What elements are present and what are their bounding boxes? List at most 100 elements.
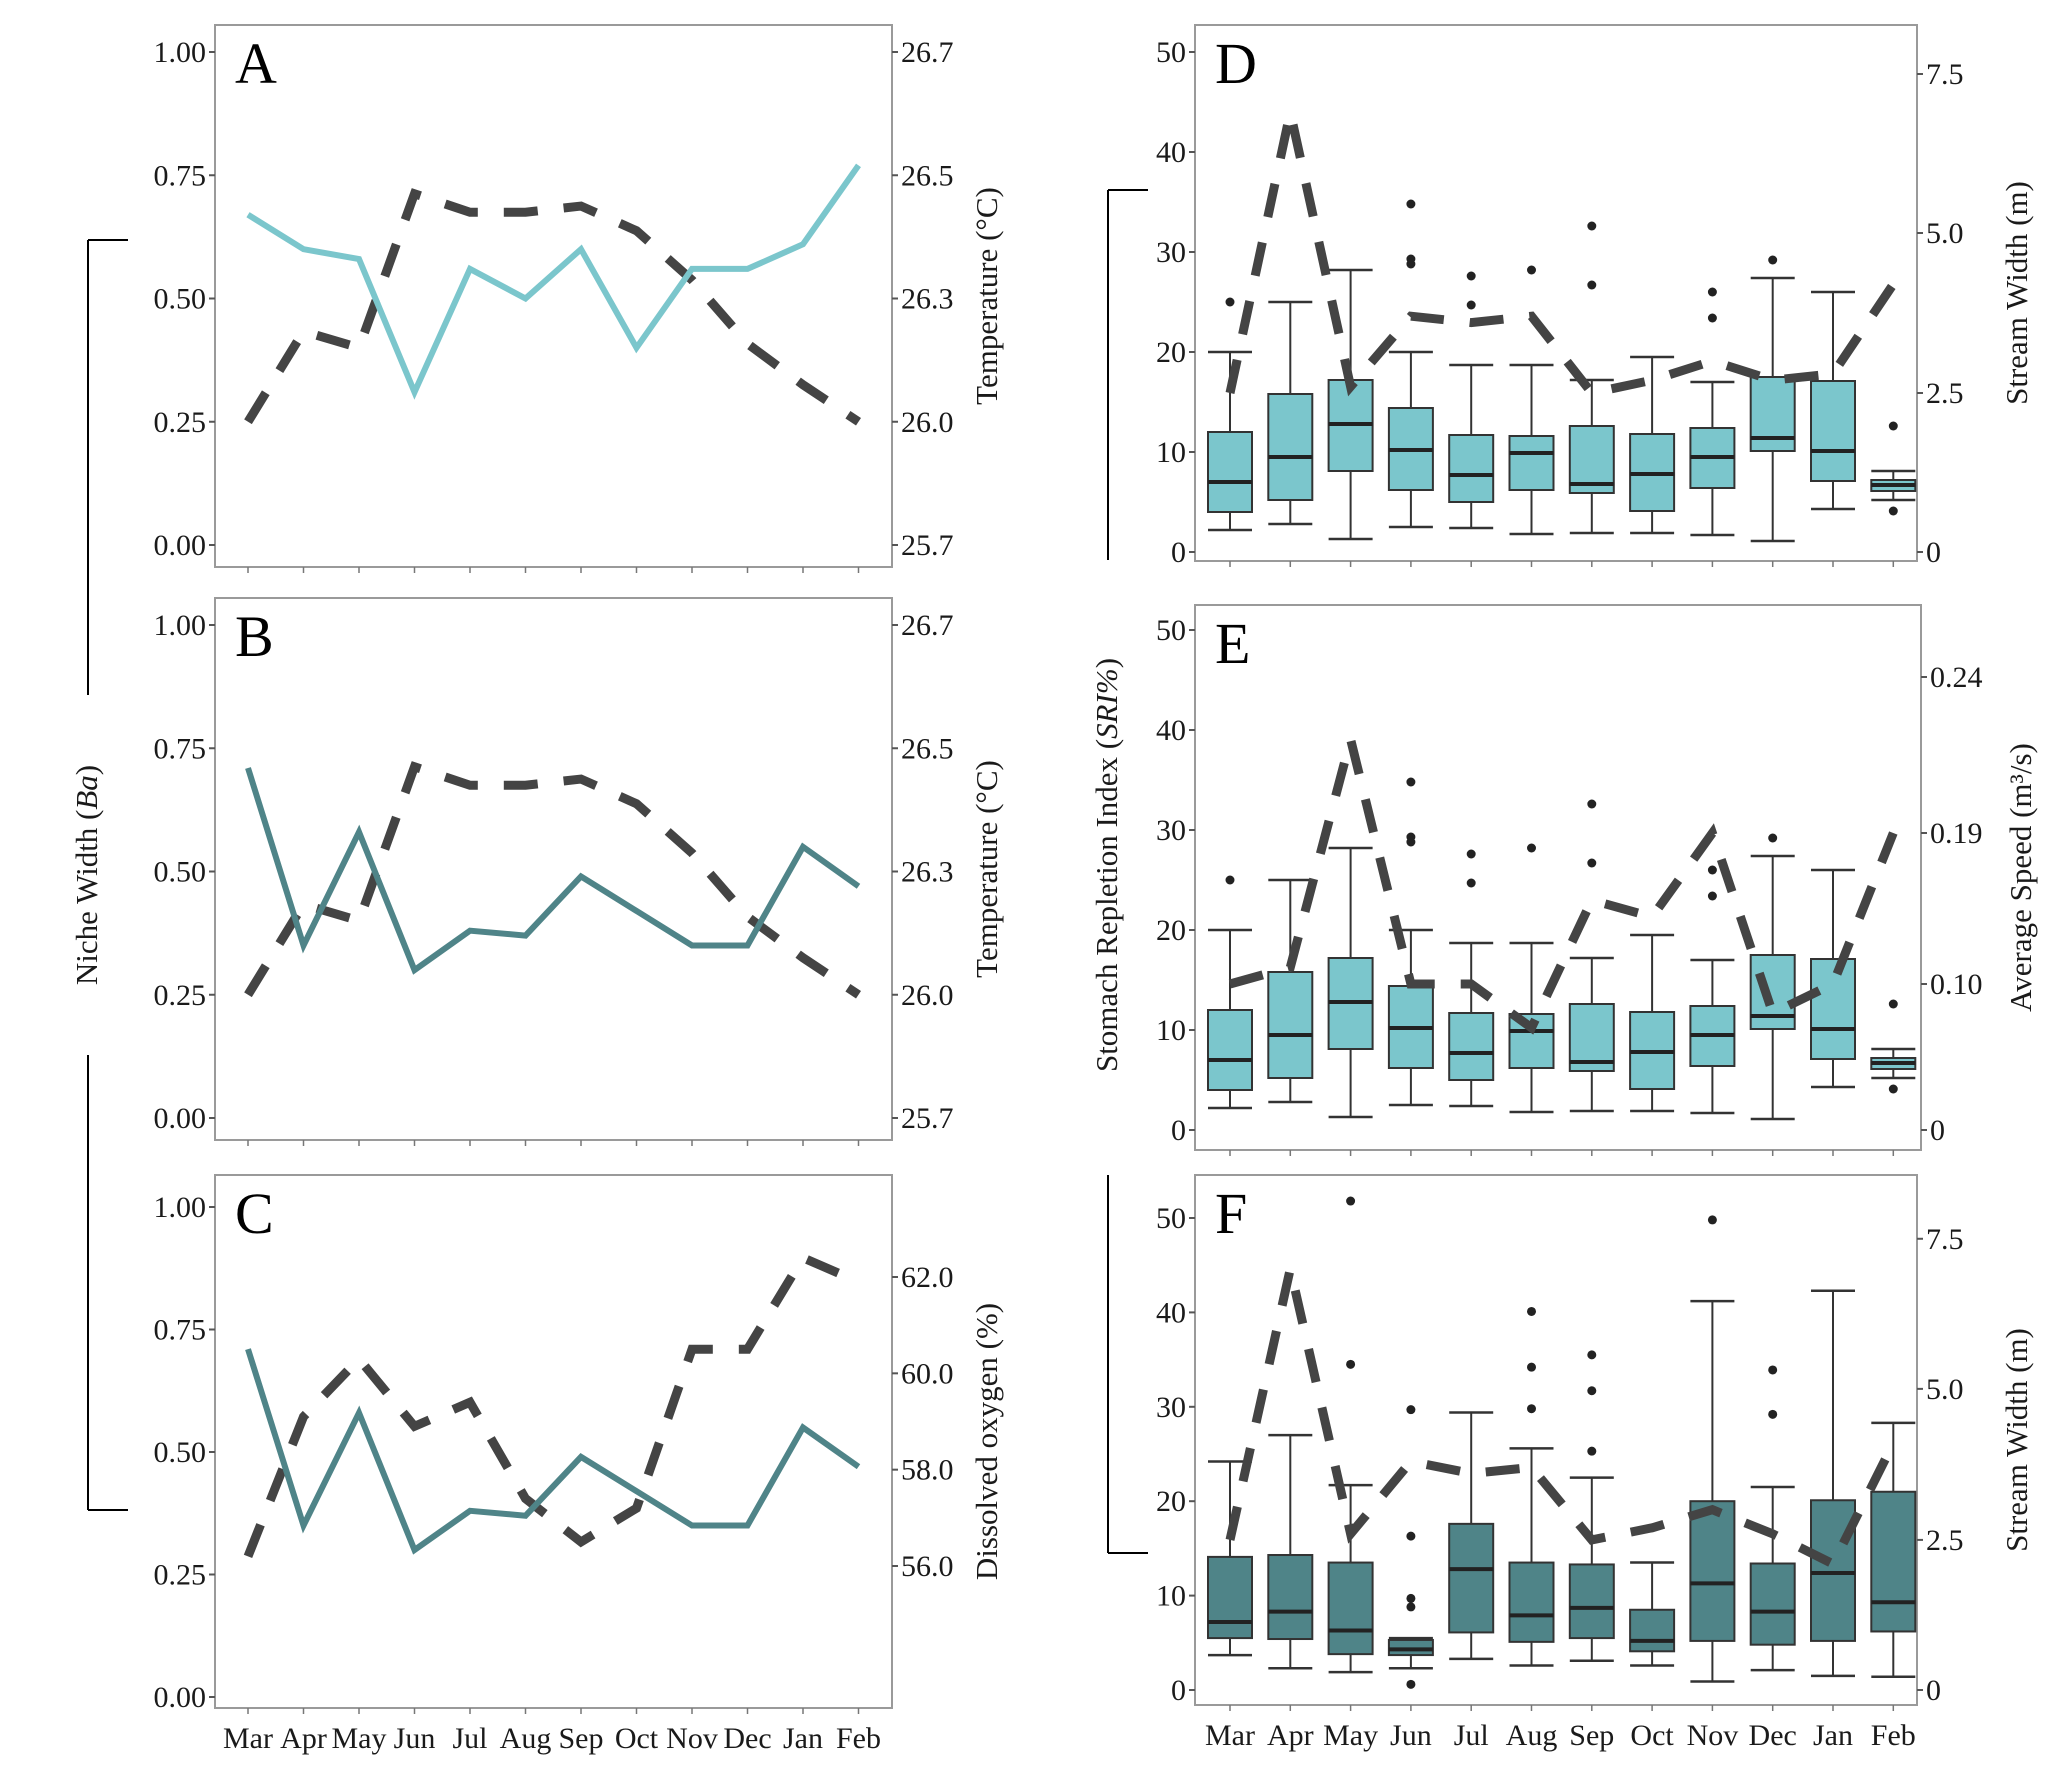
box-iqr (1207, 1555, 1253, 1640)
right-tick-label: 62.0 (901, 1261, 954, 1294)
right-axis-title: Average Speed (m³/s) (2003, 743, 2038, 1012)
right-tick-label: 0 (1930, 1114, 1945, 1147)
outlier-point (1888, 421, 1898, 431)
left-tick-label: 0.00 (154, 1681, 207, 1714)
panel-f: F 0 10 20 30 40 50 0 2.5 5.0 7.5 Stream Width (m) Ma… (1156, 1174, 2034, 1752)
x-tick-label: Feb (1871, 1719, 1916, 1752)
x-tick-label: Aug (1506, 1719, 1558, 1752)
outlier-point (1406, 1593, 1416, 1603)
left-shared-ylabel-group: Niche Width (Ba) (69, 239, 128, 1511)
outlier-point (1225, 297, 1235, 307)
x-tick-label: Nov (666, 1722, 718, 1755)
box-iqr (1508, 1013, 1555, 1069)
right-tick-label: 0.24 (1930, 661, 1983, 694)
box-iqr (1448, 434, 1495, 503)
outlier-point (1406, 1531, 1416, 1541)
plot-frame (214, 24, 893, 568)
box-iqr (1448, 1012, 1495, 1081)
panels-container: A 0.00 0.25 0.50 0.75 1.00 25.7 26.0 26.3 26.5 26.… (154, 24, 2038, 1755)
left-tick-label: 50 (1156, 36, 1186, 69)
dashed-series-line (243, 1252, 861, 1559)
niche-width-line (245, 1348, 861, 1555)
box-iqr (1810, 1499, 1856, 1642)
panel-label: F (1215, 1181, 1247, 1246)
box-feb (1870, 1421, 1917, 1679)
outlier-point (1888, 1084, 1898, 1094)
left-tick-label: 1.00 (154, 36, 207, 69)
outlier-point (1466, 849, 1476, 859)
x-tick-label: Apr (280, 1722, 327, 1755)
outlier-point (1527, 843, 1536, 853)
plot-frame (1194, 24, 1918, 562)
right-tick-label: 26.5 (901, 159, 954, 192)
box-sep (1568, 799, 1615, 1113)
right-tick-label: 2.5 (1926, 1524, 1964, 1557)
right-axis-title: Temperature (°C) (969, 760, 1004, 978)
box-mar (1207, 297, 1253, 532)
box-iqr (1629, 1608, 1676, 1653)
box-feb (1870, 999, 1917, 1094)
box-oct (1629, 1561, 1676, 1667)
box-iqr (1810, 380, 1856, 482)
box-sep (1568, 1350, 1615, 1662)
box-jul (1448, 849, 1495, 1108)
right-tick-label: 56.0 (901, 1550, 954, 1583)
left-tick-label: 1.00 (154, 609, 207, 642)
box-aug (1508, 265, 1555, 536)
outlier-point (1707, 287, 1717, 297)
x-tick-label: Jan (1813, 1719, 1853, 1752)
x-tick-label: Dec (723, 1722, 771, 1755)
right-tick-label: 5.0 (1926, 1373, 1964, 1406)
outlier-point (1587, 799, 1597, 809)
box-iqr (1267, 971, 1314, 1079)
right-axis-title: Stream Width (m) (1999, 181, 2034, 405)
box-iqr (1448, 1522, 1495, 1634)
left-tick-label: 0 (1171, 1114, 1186, 1147)
panel-label: D (1215, 31, 1257, 96)
x-tick-label: Jun (1390, 1719, 1432, 1752)
outlier-point (1406, 199, 1416, 209)
x-tick-label: Jul (1454, 1719, 1489, 1752)
outlier-point (1707, 865, 1717, 875)
left-tick-label: 30 (1156, 236, 1186, 269)
right-tick-label: 0.19 (1930, 817, 1983, 850)
right-tick-label: 26.7 (901, 609, 954, 642)
outlier-point (1527, 265, 1536, 275)
right-tick-label: 0.10 (1930, 968, 1983, 1001)
right-tick-label: 25.7 (901, 1102, 954, 1135)
right-axis-title: Dissolved oxygen (%) (969, 1303, 1004, 1580)
box-apr (1267, 878, 1314, 1104)
right-axis-title: Temperature (°C) (969, 187, 1004, 405)
box-oct (1629, 355, 1676, 535)
left-tick-label: 30 (1156, 814, 1186, 847)
box-jun (1387, 777, 1434, 1107)
left-tick-label: 0 (1171, 536, 1186, 569)
box-iqr (1810, 958, 1856, 1060)
dashed-series-line (244, 188, 861, 426)
box-mar (1207, 1460, 1253, 1657)
right-tick-label: 26.3 (901, 856, 954, 889)
right-tick-label: 26.5 (901, 732, 954, 765)
dashed-series-line (1228, 738, 1898, 1035)
x-tick-label: May (1323, 1719, 1378, 1752)
outlier-point (1707, 891, 1717, 901)
box-nov (1689, 287, 1736, 537)
left-tick-label: 0.00 (154, 1102, 207, 1135)
left-tick-label: 0.25 (154, 1559, 207, 1592)
dashed-series-line (1225, 1267, 1898, 1570)
plot-frame (214, 1174, 893, 1709)
right-tick-label: 2.5 (1926, 377, 1964, 410)
left-tick-label: 10 (1156, 436, 1186, 469)
outlier-point (1587, 1350, 1597, 1360)
box-dec (1749, 255, 1796, 543)
box-aug (1508, 1306, 1555, 1667)
outlier-point (1768, 833, 1778, 843)
left-tick-label: 0.75 (154, 1314, 207, 1347)
left-tick-label: 40 (1156, 136, 1186, 169)
outlier-point (1466, 300, 1476, 310)
plot-frame (1194, 1174, 1918, 1706)
niche-width-line (245, 767, 861, 975)
x-tick-label: Jul (452, 1722, 487, 1755)
right-tick-label: 26.0 (901, 406, 954, 439)
left-tick-label: 0.75 (154, 159, 207, 192)
